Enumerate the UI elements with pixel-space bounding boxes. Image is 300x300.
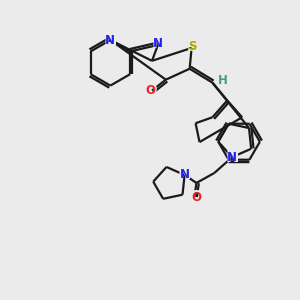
Text: N: N (103, 32, 117, 47)
Text: N: N (227, 151, 237, 164)
Text: N: N (180, 169, 190, 182)
Text: H: H (218, 74, 227, 87)
Text: H: H (216, 73, 229, 88)
Text: O: O (190, 190, 203, 205)
Text: O: O (191, 191, 202, 204)
Text: S: S (188, 40, 197, 53)
Text: N: N (105, 34, 116, 46)
Text: O: O (145, 84, 155, 97)
Text: N: N (153, 38, 163, 50)
Text: N: N (151, 37, 165, 52)
Text: N: N (178, 167, 191, 182)
Text: N: N (225, 150, 239, 165)
Text: O: O (143, 83, 157, 98)
Text: S: S (187, 40, 198, 55)
